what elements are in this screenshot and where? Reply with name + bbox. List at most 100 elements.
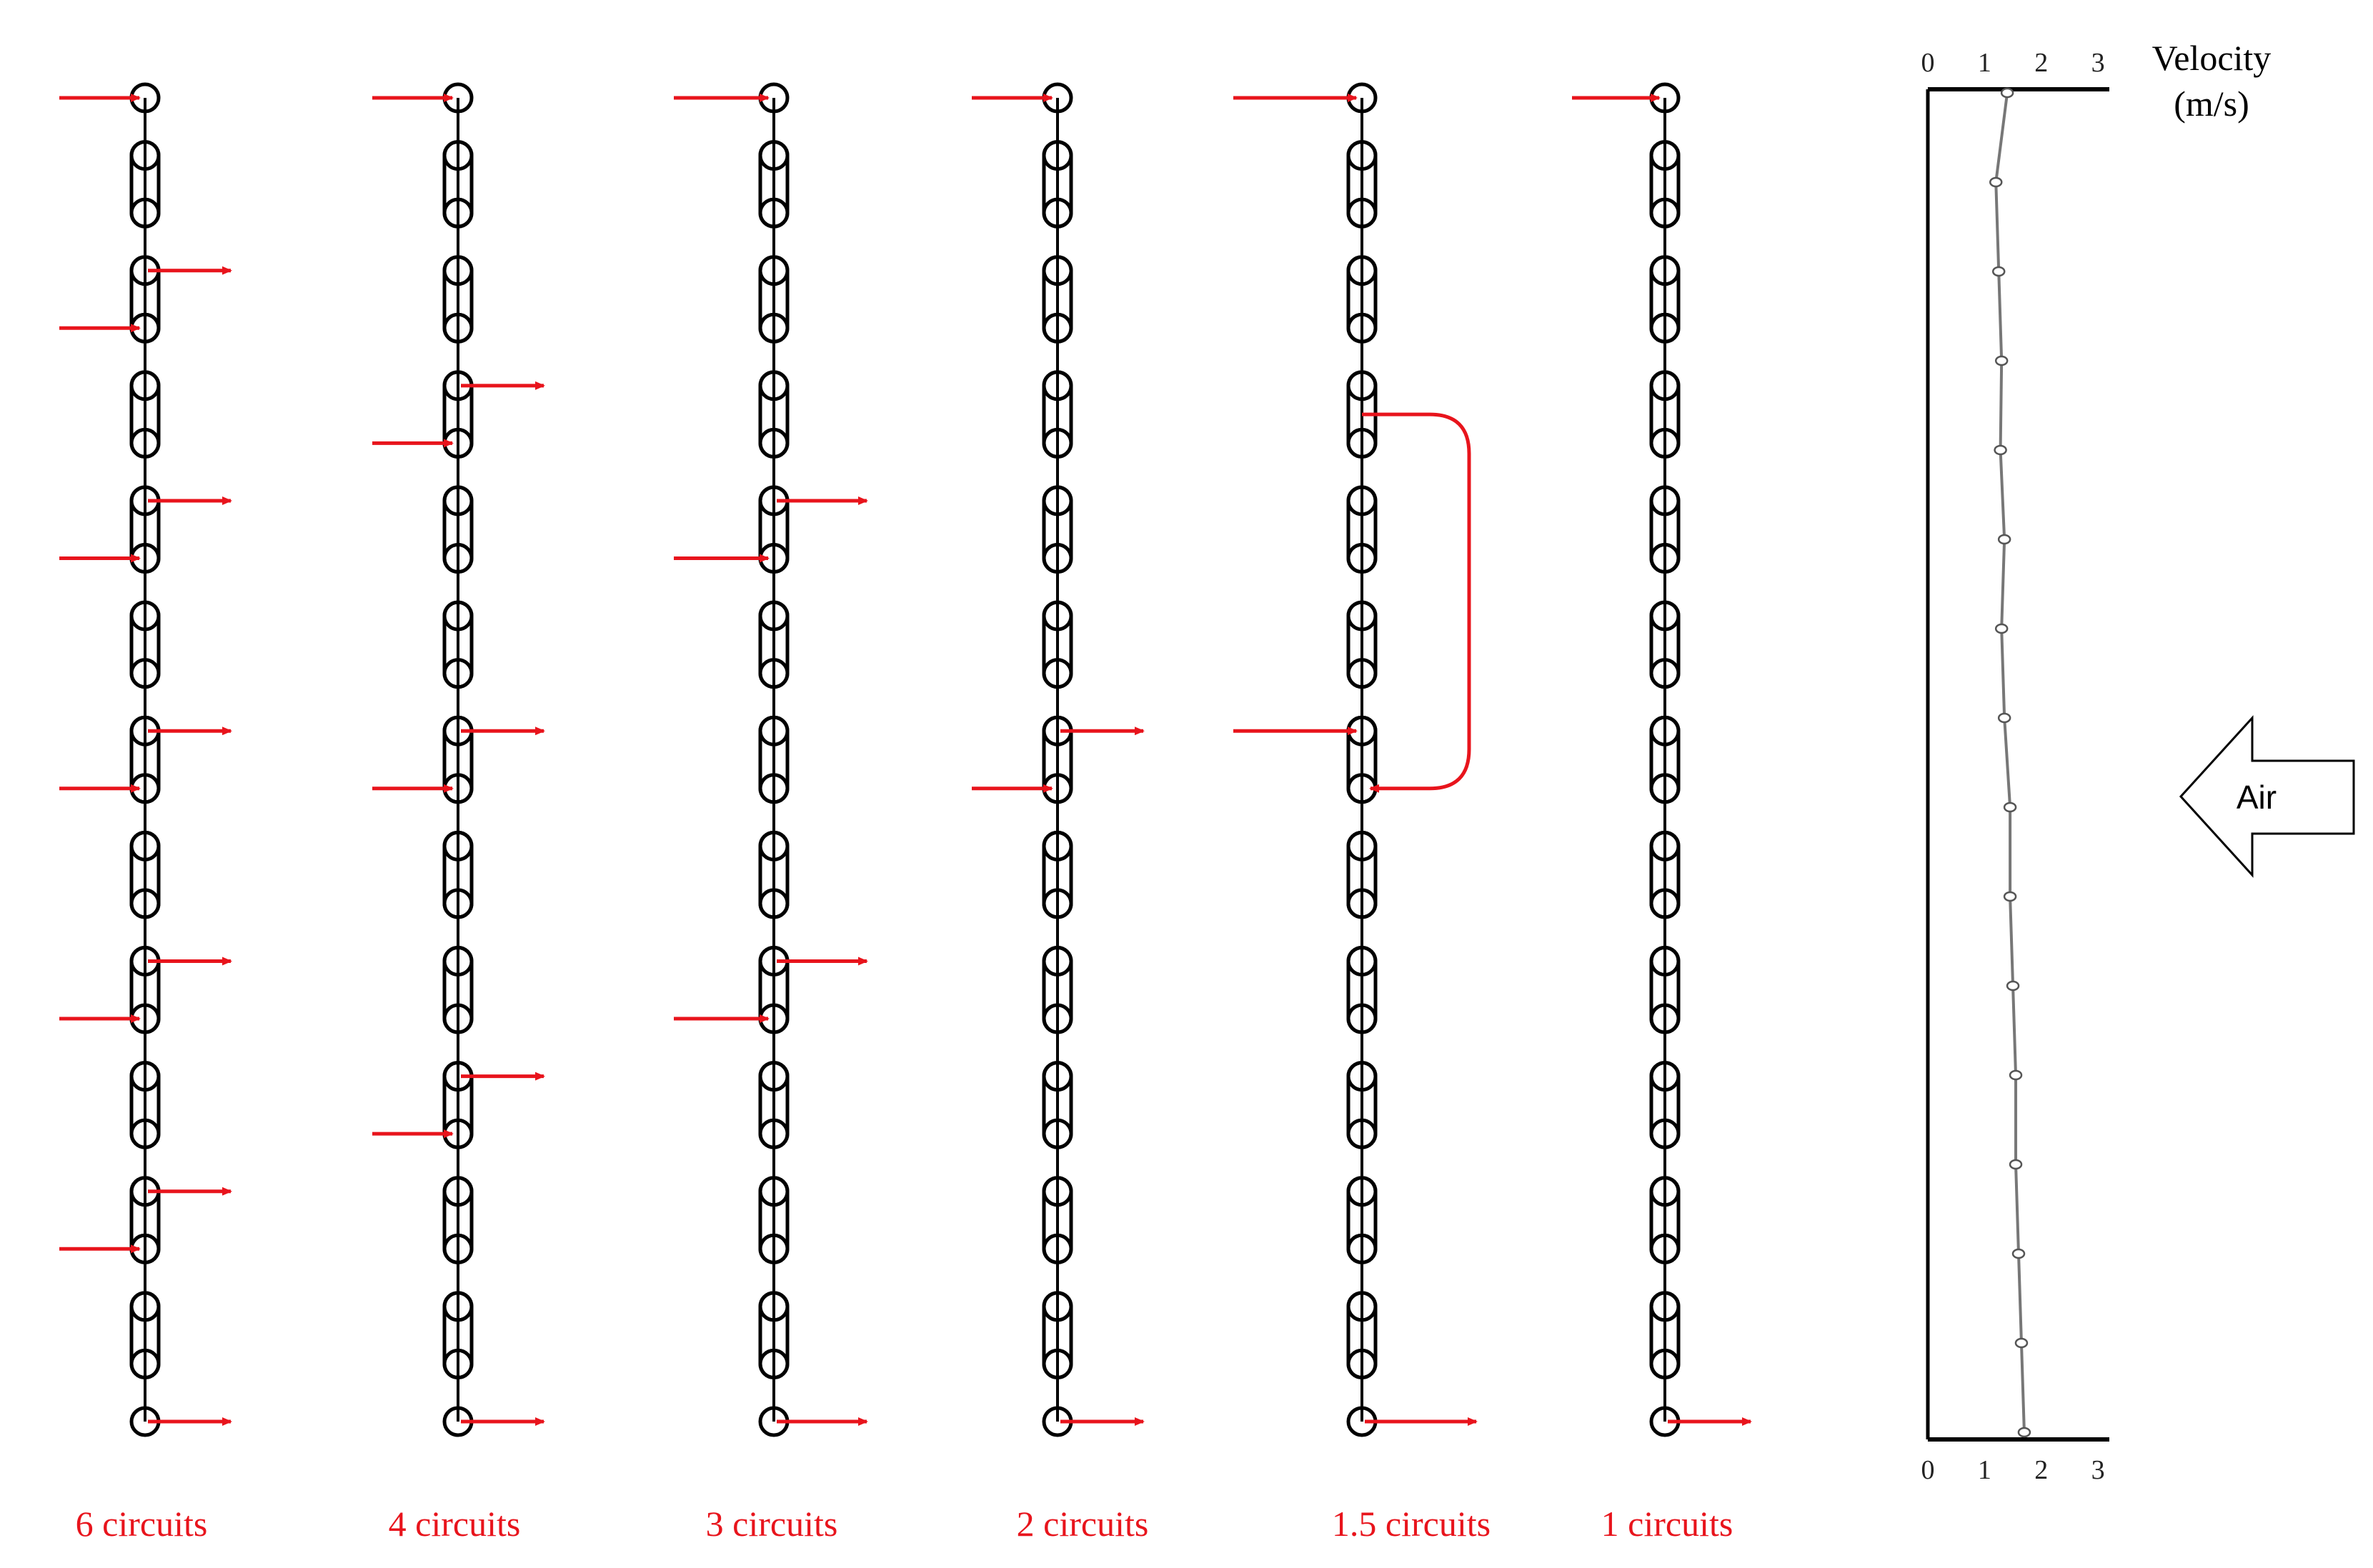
top-tick-2: 2	[2034, 48, 2048, 78]
bottom-tick-0: 0	[1921, 1455, 1935, 1485]
crossover-arrow	[1362, 412, 1471, 793]
u-bend	[758, 1291, 790, 1379]
u-bend	[1346, 485, 1378, 574]
u-bend	[1649, 830, 1681, 919]
u-bend	[129, 140, 161, 229]
u-bend	[442, 370, 474, 459]
velocity-profile-panel: 0 1 2 3 0 1 2 3 Velocity (m/s)	[1921, 38, 2272, 1485]
u-bend	[1346, 1176, 1378, 1264]
bottom-tick-1: 1	[1978, 1455, 1991, 1485]
u-bend	[442, 1176, 474, 1264]
u-bend	[442, 1061, 474, 1149]
u-bend	[129, 255, 161, 344]
coil-column-6	[1649, 82, 1681, 1437]
u-bend	[758, 945, 790, 1034]
coil-column-4	[1042, 82, 1073, 1437]
u-bend	[1042, 485, 1073, 574]
u-bend	[1649, 485, 1681, 574]
velocity-point	[2003, 802, 2017, 813]
velocity-point	[2000, 87, 2014, 99]
u-bend	[1346, 140, 1378, 229]
coil-column-2	[442, 82, 474, 1437]
u-bend	[442, 715, 474, 804]
air-direction-arrow: Air	[2179, 715, 2355, 878]
velocity-point	[2009, 1159, 2023, 1170]
u-bend	[129, 945, 161, 1034]
u-bend	[129, 715, 161, 804]
circuit-label-2: 2 circuits	[1017, 1504, 1149, 1544]
u-bend	[758, 485, 790, 574]
u-bend	[1042, 1291, 1073, 1379]
circuit-label-4: 4 circuits	[389, 1504, 521, 1544]
velocity-point	[1994, 623, 2009, 634]
top-tick-1: 1	[1978, 48, 1991, 78]
u-bend	[129, 370, 161, 459]
u-bend	[442, 485, 474, 574]
coil-column-1	[129, 82, 161, 1437]
u-bend	[1042, 370, 1073, 459]
u-bend	[129, 1061, 161, 1149]
u-bend	[1042, 1176, 1073, 1264]
u-bend	[1346, 1291, 1378, 1379]
u-bend	[1649, 1176, 1681, 1264]
u-bend	[442, 255, 474, 344]
u-bend	[758, 830, 790, 919]
u-bend	[1042, 1061, 1073, 1149]
circuit-label-1: 1 circuits	[1601, 1504, 1733, 1544]
velocity-point	[2009, 1069, 2023, 1081]
u-bend	[1649, 715, 1681, 804]
velocity-point	[1997, 712, 2011, 724]
u-bend	[1649, 370, 1681, 459]
u-bend	[1649, 600, 1681, 689]
bottom-tick-2: 2	[2034, 1455, 2048, 1485]
u-bend	[1346, 600, 1378, 689]
velocity-point	[1994, 444, 2007, 456]
u-bend	[1649, 945, 1681, 1034]
u-bend	[129, 485, 161, 574]
velocity-point	[2014, 1337, 2029, 1349]
u-bend	[1346, 830, 1378, 919]
u-bend	[1649, 1061, 1681, 1149]
u-bend	[758, 600, 790, 689]
velocity-point	[1991, 266, 2006, 277]
u-bend	[1649, 140, 1681, 229]
circuit-label-1-5: 1.5 circuits	[1332, 1504, 1491, 1544]
u-bend	[129, 600, 161, 689]
u-bend	[758, 140, 790, 229]
coil-column-3	[758, 82, 790, 1437]
air-arrow-icon	[2179, 715, 2355, 878]
u-bend	[129, 1176, 161, 1264]
u-bend	[442, 1291, 474, 1379]
u-bend	[758, 255, 790, 344]
velocity-unit: (m/s)	[2174, 84, 2249, 124]
u-bend	[129, 1291, 161, 1379]
u-bend	[1346, 1061, 1378, 1149]
circuit-columns	[129, 82, 1681, 1437]
air-label: Air	[2237, 779, 2277, 816]
u-bend	[1346, 945, 1378, 1034]
coil-column-5	[1346, 82, 1378, 1437]
velocity-point	[1997, 534, 2011, 545]
u-bend	[442, 600, 474, 689]
bottom-tick-labels: 0 1 2 3	[1921, 1455, 2105, 1485]
u-bend	[1649, 255, 1681, 344]
u-bend	[758, 715, 790, 804]
top-tick-0: 0	[1921, 48, 1935, 78]
u-bend	[1042, 945, 1073, 1034]
u-bend	[1042, 140, 1073, 229]
bottom-tick-3: 3	[2091, 1455, 2105, 1485]
velocity-point	[2006, 980, 2020, 992]
u-bend	[758, 370, 790, 459]
velocity-point	[1994, 355, 2009, 366]
u-bend	[758, 1176, 790, 1264]
velocity-point	[2011, 1248, 2026, 1259]
top-tick-3: 3	[2091, 48, 2105, 78]
u-bend	[1346, 715, 1378, 804]
u-bend	[442, 830, 474, 919]
velocity-point	[2017, 1427, 2031, 1438]
u-bend	[758, 1061, 790, 1149]
circuit-label-3: 3 circuits	[706, 1504, 838, 1544]
u-bend	[1649, 1291, 1681, 1379]
velocity-line	[1994, 92, 2026, 1433]
